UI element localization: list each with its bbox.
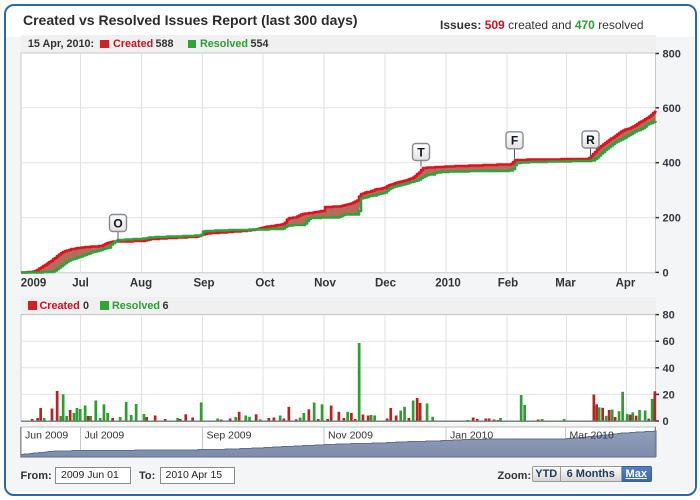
svg-text:2009: 2009 [21, 277, 47, 289]
svg-text:Nov 2009: Nov 2009 [328, 430, 373, 442]
svg-text:0: 0 [663, 267, 669, 279]
svg-text:T: T [417, 145, 425, 159]
svg-text:40: 40 [663, 363, 675, 375]
svg-text:Mar 2010: Mar 2010 [570, 430, 615, 442]
svg-text:20: 20 [663, 389, 675, 401]
svg-text:Feb: Feb [498, 277, 518, 289]
svg-text:Jul: Jul [72, 277, 89, 289]
svg-text:0: 0 [663, 416, 669, 428]
svg-text:Sep 2009: Sep 2009 [207, 430, 252, 442]
svg-text:60: 60 [663, 336, 675, 348]
svg-text:2010: 2010 [435, 277, 461, 289]
svg-text:Nov: Nov [314, 277, 336, 289]
svg-text:O: O [113, 216, 122, 230]
svg-text:Apr: Apr [616, 277, 636, 289]
svg-text:200: 200 [663, 213, 681, 225]
svg-text:80: 80 [663, 310, 675, 322]
svg-text:400: 400 [663, 158, 681, 170]
svg-text:Oct: Oct [255, 277, 274, 289]
svg-text:F: F [511, 134, 518, 148]
svg-text:Jun 2009: Jun 2009 [25, 430, 68, 442]
svg-text:Sep: Sep [193, 277, 214, 289]
svg-text:Jul 2009: Jul 2009 [85, 430, 125, 442]
svg-text:800: 800 [663, 49, 681, 61]
svg-text:R: R [586, 133, 595, 147]
svg-text:Mar: Mar [555, 277, 576, 289]
svg-text:600: 600 [663, 103, 681, 115]
svg-text:Dec: Dec [375, 277, 397, 289]
svg-text:Aug: Aug [130, 277, 152, 289]
svg-text:Jan 2010: Jan 2010 [450, 430, 493, 442]
